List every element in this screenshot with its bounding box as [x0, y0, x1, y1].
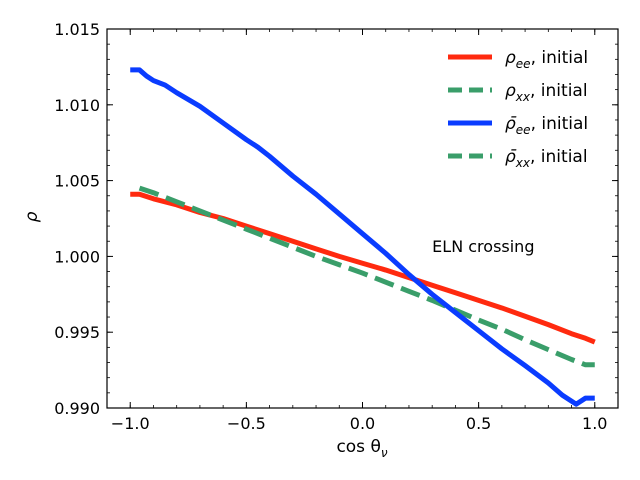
legend-label-1: ρxx, initial — [505, 81, 588, 104]
y-tick-label: 1.000 — [54, 247, 100, 266]
legend-label-2: ρ̄ee, initial — [505, 114, 588, 137]
y-tick-label: 1.005 — [54, 172, 100, 191]
x-tick-label: −1.0 — [111, 414, 150, 433]
y-tick-label: 1.010 — [54, 96, 100, 115]
series-line-2 — [130, 67, 595, 407]
series-line-0 — [130, 191, 596, 345]
y-axis-label: ρ — [22, 211, 42, 222]
x-tick-label: 0.5 — [466, 414, 491, 433]
y-tick-label: 1.015 — [54, 20, 100, 39]
series-layer — [130, 67, 596, 407]
ticks-layer: −1.0 −0.5 0.0 0.5 1.0 0.990 0.995 1.000 1.005 1.0… — [54, 20, 618, 433]
legend-label-0: ρee, initial — [505, 48, 588, 71]
legend-label-3: ρ̄xx, initial — [505, 147, 588, 170]
series-line-1 — [138, 185, 595, 368]
plot-frame — [106, 28, 619, 409]
eln-crossing-annotation: ELN crossing — [432, 237, 534, 256]
x-tick-label: −0.5 — [227, 414, 266, 433]
legend: ρee, initial ρxx, initial ρ̄ee, initial ρ̄x… — [448, 48, 588, 170]
y-tick-label: 0.995 — [54, 323, 100, 342]
x-tick-label: 0.0 — [350, 414, 375, 433]
x-axis-label: cos θν — [336, 437, 387, 460]
y-tick-label: 0.990 — [54, 399, 100, 418]
x-tick-label: 1.0 — [582, 414, 607, 433]
